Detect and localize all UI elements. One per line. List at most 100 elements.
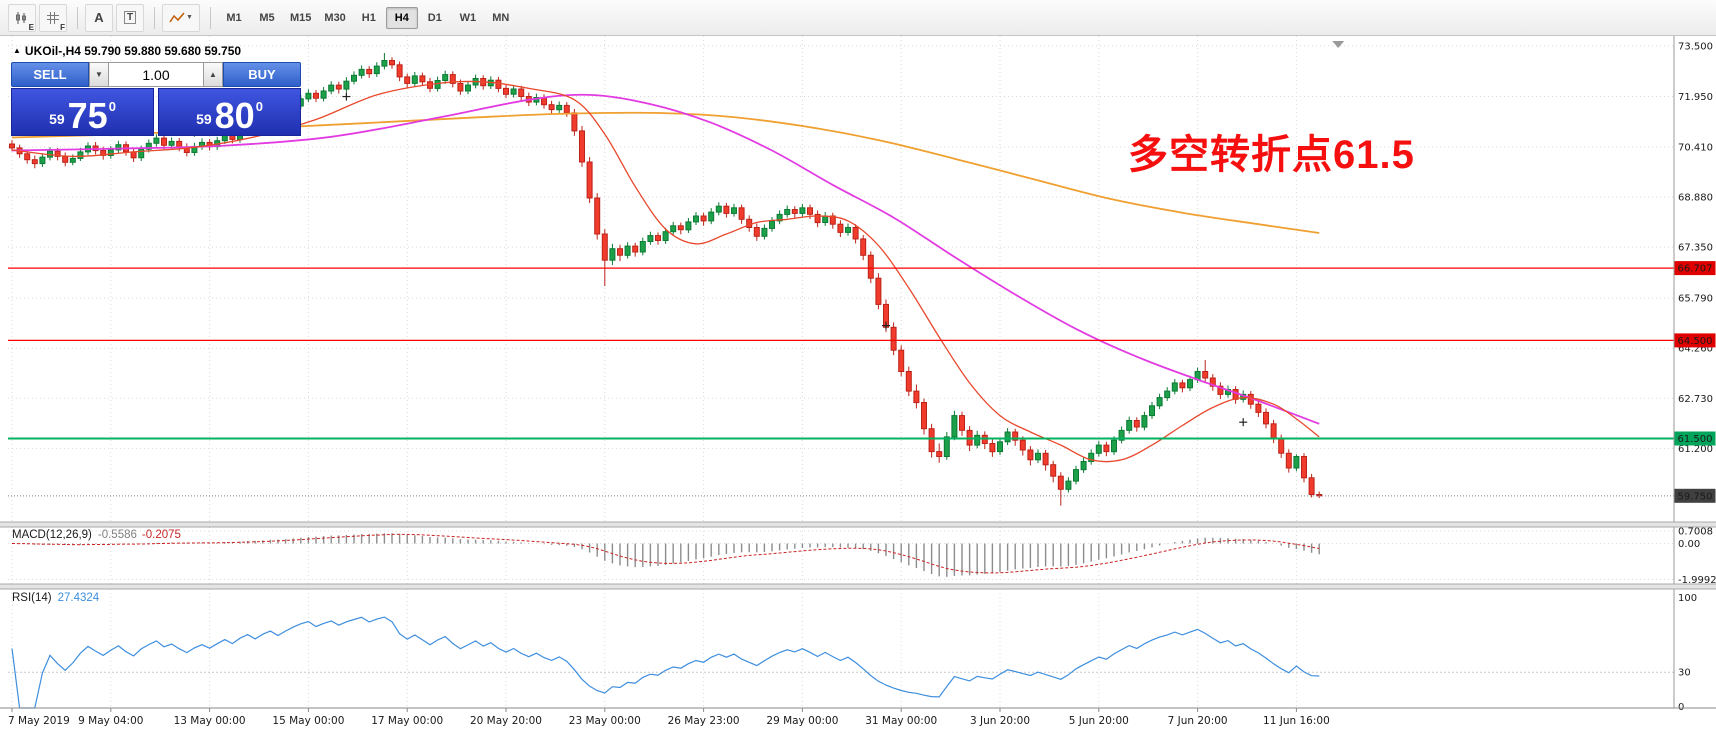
rsi-name: RSI(14)	[12, 592, 52, 604]
sell-price-display[interactable]: 59 75 0	[11, 88, 154, 136]
sell-price-fraction: 0	[108, 99, 116, 114]
font-a-button[interactable]: A	[85, 3, 113, 32]
svg-text:59.750: 59.750	[1678, 491, 1713, 502]
volume-up-button[interactable]: ▲	[203, 62, 223, 87]
toolbar-separator	[154, 6, 155, 29]
svg-text:-1.9992: -1.9992	[1678, 575, 1716, 586]
svg-text:73.500: 73.500	[1678, 41, 1713, 52]
svg-text:29 May 00:00: 29 May 00:00	[766, 715, 838, 727]
toolbar-separator	[77, 6, 78, 29]
timeframe-h1[interactable]: H1	[361, 11, 376, 24]
svg-text:5 Jun 20:00: 5 Jun 20:00	[1069, 715, 1129, 727]
text-label-t-button[interactable]: T	[116, 3, 144, 32]
text-t-icon: T	[123, 11, 137, 24]
volume-down-button[interactable]: ▼	[89, 62, 109, 87]
svg-text:66.707: 66.707	[1678, 264, 1713, 275]
macd-signal-value: -0.2075	[141, 529, 181, 541]
chevron-down-icon: ▼	[186, 14, 193, 21]
rsi-panel: 100300	[8, 593, 1697, 713]
font-a-icon: A	[94, 10, 104, 25]
timeframe-group: M1 M5 M15 M30 H1 H4 D1 W1 MN	[218, 6, 518, 29]
svg-text:9 May 04:00: 9 May 04:00	[78, 715, 143, 727]
svg-text:0.00: 0.00	[1678, 539, 1700, 550]
macd-name: MACD(12,26,9)	[12, 529, 92, 541]
trade-markers	[190, 92, 1248, 427]
macd-main-value: -0.5586	[97, 529, 137, 541]
timeframe-w1[interactable]: W1	[459, 11, 477, 24]
polyline-icon	[169, 12, 185, 22]
one-click-trading-panel: SELL ▼ 1.00 ▲ BUY 59 75 0 59 80 0	[11, 62, 301, 136]
chart-shift-marker	[1332, 41, 1345, 48]
svg-text:23 May 00:00: 23 May 00:00	[569, 715, 641, 727]
price-chart[interactable]: 0.7008 0.00 -1.9992 100 30 0 73.500 71.950 70.41…	[0, 36, 1716, 733]
svg-text:70.410: 70.410	[1678, 142, 1713, 153]
svg-text:0.7008: 0.7008	[1678, 526, 1713, 537]
chart-shortcut-e-button[interactable]: E	[8, 3, 36, 32]
svg-text:13 May 00:00: 13 May 00:00	[174, 715, 246, 727]
svg-text:11 Jun 16:00: 11 Jun 16:00	[1263, 715, 1330, 727]
price-badge	[1674, 261, 1716, 276]
chart-window: 0.7008 0.00 -1.9992 100 30 0 73.500 71.950 70.41…	[0, 36, 1716, 733]
buy-price-display[interactable]: 59 80 0	[158, 88, 301, 136]
timeframe-m1[interactable]: M1	[226, 11, 242, 24]
svg-text:61.500: 61.500	[1678, 434, 1713, 445]
sell-price-pips: 75	[67, 95, 108, 137]
svg-text:67.350: 67.350	[1678, 243, 1713, 254]
timeframe-mn[interactable]: MN	[492, 11, 510, 24]
svg-text:7 Jun 20:00: 7 Jun 20:00	[1168, 715, 1228, 727]
icon-sub-label-f: F	[60, 22, 65, 32]
volume-input[interactable]: 1.00	[109, 62, 203, 87]
ma-fast-red	[11, 80, 1320, 463]
svg-text:61.200: 61.200	[1678, 444, 1713, 455]
price-badge	[1674, 333, 1716, 348]
timeframe-m5[interactable]: M5	[259, 11, 275, 24]
buy-price-bigfigure: 59	[196, 111, 212, 127]
ma-mid-magenta	[11, 93, 1320, 425]
svg-text:71.950: 71.950	[1678, 92, 1713, 103]
candlestick-chart-icon	[16, 11, 26, 24]
price-badge	[1674, 488, 1716, 503]
svg-text:15 May 00:00: 15 May 00:00	[272, 715, 344, 727]
panel-dividers[interactable]	[0, 521, 1716, 590]
svg-text:68.880: 68.880	[1678, 193, 1713, 204]
sell-price-bigfigure: 59	[49, 111, 65, 127]
svg-text:20 May 20:00: 20 May 20:00	[470, 715, 542, 727]
timeframe-d1[interactable]: D1	[427, 11, 442, 24]
chart-text-annotation[interactable]: 多空转折点61.5	[1128, 133, 1415, 177]
macd-panel: 0.7008 0.00 -1.9992	[8, 526, 1716, 586]
rsi-value: 27.4324	[57, 592, 100, 604]
svg-text:100: 100	[1678, 593, 1697, 604]
time-axis[interactable]: 7 May 2019 9 May 04:00 13 May 00:00 15 May …	[0, 707, 1716, 727]
moving-averages	[11, 80, 1320, 463]
polyline-indicator-button[interactable]: ▼	[162, 3, 200, 32]
svg-text:26 May 23:00: 26 May 23:00	[668, 715, 740, 727]
symbol-ohlc-text: UKOil-,H4 59.790 59.880 59.680 59.750	[24, 44, 242, 58]
rsi-indicator-label: RSI(14) 27.4324	[12, 592, 99, 604]
svg-text:7 May 2019: 7 May 2019	[8, 715, 70, 727]
timeframe-m15[interactable]: M15	[290, 11, 312, 24]
horizontal-level-lines[interactable]	[8, 267, 1674, 497]
grid-shortcut-f-button[interactable]: F	[39, 3, 67, 32]
timeframe-m30[interactable]: M30	[324, 11, 346, 24]
svg-text:65.790: 65.790	[1678, 294, 1713, 305]
icon-sub-label-e: E	[28, 22, 34, 32]
buy-price-fraction: 0	[255, 99, 263, 114]
svg-text:64.500: 64.500	[1678, 336, 1713, 347]
svg-text:62.730: 62.730	[1678, 394, 1713, 405]
sell-button[interactable]: SELL	[11, 62, 89, 87]
symbol-marker-icon: ▲	[13, 46, 21, 55]
buy-button[interactable]: BUY	[223, 62, 301, 87]
trade-controls-row: SELL ▼ 1.00 ▲ BUY	[11, 62, 301, 87]
timeframe-h4[interactable]: H4	[385, 6, 418, 29]
grid-icon	[47, 11, 59, 24]
toolbar-separator	[210, 6, 211, 29]
toolbar: E F A T ▼ M1 M5 M15 M30 H1 H4 D1 W1 MN	[0, 0, 1716, 36]
trade-prices-row: 59 75 0 59 80 0	[11, 88, 301, 136]
price-badge	[1674, 431, 1716, 446]
svg-text:31 May 00:00: 31 May 00:00	[865, 715, 937, 727]
svg-text:3 Jun 20:00: 3 Jun 20:00	[970, 715, 1030, 727]
price-axis[interactable]: 73.500 71.950 70.410 68.880 67.350 65.790 64.2…	[1673, 36, 1716, 708]
svg-text:17 May 00:00: 17 May 00:00	[371, 715, 443, 727]
macd-indicator-label: MACD(12,26,9) -0.5586 -0.2075	[12, 529, 181, 541]
symbol-header: ▲ UKOil-,H4 59.790 59.880 59.680 59.750	[13, 44, 241, 58]
